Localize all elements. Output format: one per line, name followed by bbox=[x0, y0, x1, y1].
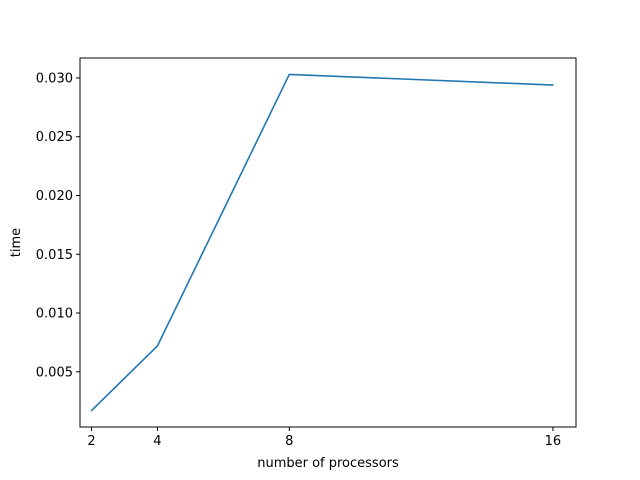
y-tick-label: 0.015 bbox=[36, 248, 73, 263]
y-tick-label: 0.025 bbox=[36, 130, 73, 145]
x-axis-label: number of processors bbox=[257, 456, 399, 471]
x-tick-label: 2 bbox=[87, 434, 95, 449]
plot-area-frame bbox=[79, 57, 577, 428]
y-tick-label: 0.005 bbox=[36, 365, 73, 380]
series-line bbox=[90, 73, 554, 412]
ticks-layer: 2 4 8 16 0.005 0.010 0.015 0.020 0.025 0.030 bbox=[36, 71, 561, 449]
x-tick-label: 16 bbox=[545, 434, 562, 449]
y-axis-label: time bbox=[9, 228, 24, 257]
x-tick-label: 8 bbox=[285, 434, 293, 449]
y-tick-label: 0.030 bbox=[36, 71, 73, 86]
y-tick-label: 0.020 bbox=[36, 189, 73, 204]
series-layer bbox=[90, 73, 554, 412]
y-tick-label: 0.010 bbox=[36, 307, 73, 322]
x-tick-label: 4 bbox=[153, 434, 161, 449]
